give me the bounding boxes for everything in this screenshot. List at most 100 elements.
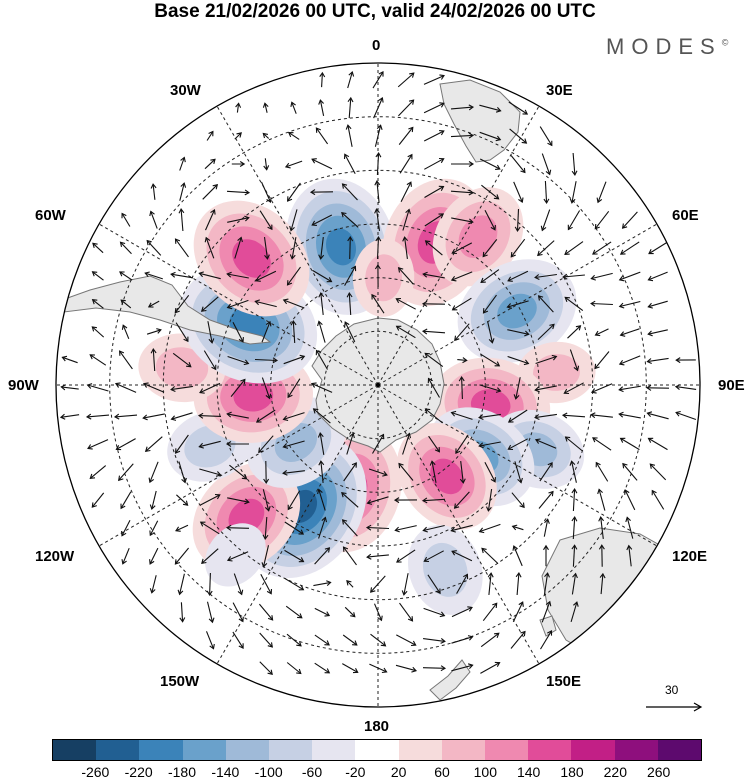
wind-arrow [92, 242, 104, 254]
wind-arrow [206, 130, 214, 141]
wind-arrow [594, 328, 609, 337]
wind-arrow [226, 551, 249, 562]
wind-arrow [148, 461, 159, 484]
wind-arrow [458, 375, 465, 400]
wind-arrow [341, 183, 358, 201]
wind-arrow [255, 409, 276, 423]
wind-arrow [421, 300, 446, 307]
colorbar-cell [139, 740, 183, 760]
wind-arrow [282, 440, 305, 449]
anomaly-contour [533, 354, 580, 391]
wind-arrow [262, 489, 271, 512]
colorbar-cell [441, 740, 486, 760]
wind-arrow [395, 664, 418, 673]
wind-arrow [451, 606, 473, 618]
wind-arrow [144, 436, 163, 452]
wind-arrow [424, 157, 445, 170]
wind-arrow [207, 321, 215, 344]
wind-arrow [314, 662, 331, 674]
wind-arrow [647, 271, 668, 282]
reference-vector-label: 30 [665, 683, 679, 697]
wind-arrow [625, 516, 634, 539]
wind-arrow [370, 633, 387, 647]
wind-arrow [402, 208, 411, 231]
wind-arrow [287, 132, 300, 140]
wind-arrow [232, 602, 244, 623]
wind-arrow [170, 271, 193, 279]
anomaly-contour [233, 380, 274, 412]
wind-arrow [314, 547, 331, 565]
wind-arrow [290, 319, 297, 344]
wind-arrow [397, 267, 414, 285]
wind-arrow [91, 326, 105, 338]
reference-arrow-head [693, 702, 703, 712]
wind-arrow [232, 321, 244, 343]
wind-arrow [487, 572, 494, 595]
wind-arrow [121, 547, 130, 565]
wind-arrow [346, 432, 355, 455]
wind-arrow [396, 549, 416, 563]
wind-arrow [479, 158, 501, 170]
wind-arrow [423, 607, 446, 618]
wind-arrow [85, 413, 110, 420]
wind-arrow [373, 96, 384, 119]
wind-arrow [176, 494, 189, 506]
wind-arrow [563, 382, 584, 395]
wind-arrow [515, 571, 522, 596]
wind-arrow [290, 101, 297, 114]
chart-title: Base 21/02/2026 00 UTC, valid 24/02/2026… [154, 1, 596, 22]
logo-text: MODES [606, 34, 722, 59]
wind-arrow [451, 242, 473, 255]
wind-arrow [370, 575, 386, 593]
wind-arrow [311, 158, 333, 170]
wind-arrow [480, 353, 501, 367]
wind-arrow [422, 665, 447, 672]
wind-arrow [540, 629, 553, 650]
wind-arrow [260, 574, 273, 595]
wind-arrow [453, 491, 470, 509]
wind-arrow [172, 352, 192, 368]
wind-arrow [282, 412, 305, 422]
wind-arrow [261, 320, 272, 343]
wind-arrow [286, 266, 301, 286]
wind-arrow [482, 294, 497, 314]
wind-arrow [259, 632, 273, 648]
wind-arrow [174, 547, 190, 565]
colorbar-cell [528, 740, 572, 760]
wind-arrow [261, 377, 272, 400]
wind-arrow [480, 269, 500, 284]
wind-arrow [427, 377, 440, 398]
wind-arrow [512, 545, 523, 567]
wind-arrow [427, 574, 441, 595]
wind-arrow [374, 208, 381, 231]
south-pole-marker [376, 383, 380, 387]
colorbar-tick-label: -60 [301, 764, 323, 780]
wind-arrow [230, 378, 246, 397]
wind-arrow [507, 409, 528, 423]
wind-arrow [571, 544, 578, 567]
wind-arrow [594, 351, 610, 370]
wind-arrow [513, 377, 521, 400]
label-lon-60e: 60E [672, 207, 699, 224]
wind-arrow [450, 104, 475, 111]
wind-arrow [343, 462, 357, 482]
wind-arrow [598, 516, 605, 539]
wind-arrow [423, 74, 445, 85]
wind-arrow [318, 237, 325, 260]
label-lon-30e: 30E [546, 82, 573, 99]
reference-vector [646, 702, 703, 712]
south-america-landmass [61, 275, 272, 345]
wind-arrow [114, 382, 137, 393]
wind-arrow [423, 637, 446, 644]
wind-arrow [318, 460, 325, 483]
wind-arrow [170, 412, 193, 421]
wind-arrow [91, 492, 105, 508]
wind-arrow [646, 357, 669, 365]
wind-arrow [485, 489, 493, 512]
wind-arrow [315, 349, 328, 370]
wind-arrow [512, 601, 524, 623]
wind-arrow [175, 524, 189, 532]
wind-arrow [86, 383, 109, 392]
wind-arrow [567, 325, 582, 339]
wind-arrow [368, 468, 388, 477]
